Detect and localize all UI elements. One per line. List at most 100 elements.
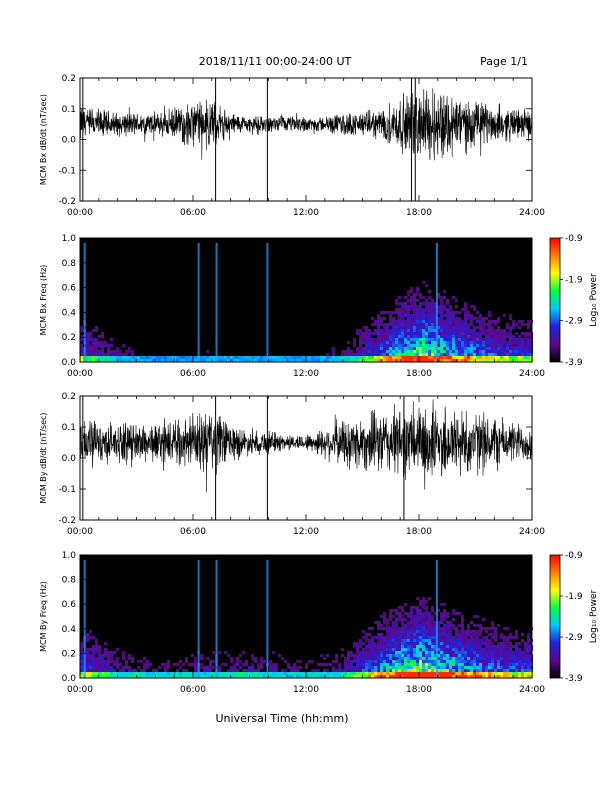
- spectrogram-cell: [506, 323, 509, 326]
- spectrogram-cell: [509, 654, 512, 657]
- spectrogram-cell: [230, 356, 233, 359]
- spectrogram-cell: [458, 639, 461, 642]
- spectrogram-cell: [173, 672, 176, 675]
- spectrogram-cell: [491, 672, 494, 675]
- spectrogram-cell: [482, 651, 485, 654]
- spectrogram-cell: [95, 642, 98, 645]
- spectrogram-cell: [272, 359, 275, 362]
- spectrogram-cell: [428, 308, 431, 311]
- spectrogram-cell: [461, 663, 464, 666]
- spectrogram-cell: [416, 293, 419, 296]
- spectrogram-cell: [470, 341, 473, 344]
- spectrogram-cell: [254, 669, 257, 672]
- spectrogram-cell: [98, 654, 101, 657]
- spectrogram-cell: [365, 660, 368, 663]
- spectrogram-cell: [407, 630, 410, 633]
- spectrogram-cell: [458, 317, 461, 320]
- spectrogram-cell: [101, 353, 104, 356]
- spectrogram-cell: [374, 672, 377, 675]
- spectrogram-cell: [431, 299, 434, 302]
- spectrogram-cell: [485, 359, 488, 362]
- spectrogram-cell: [98, 645, 101, 648]
- spectrogram-cell: [431, 639, 434, 642]
- spectrogram-cell: [467, 660, 470, 663]
- spectrogram-cell: [524, 338, 527, 341]
- spectrogram-cell: [170, 356, 173, 359]
- spectrogram-cell: [506, 627, 509, 630]
- spectrogram-cell: [473, 660, 476, 663]
- spectrogram-cell: [416, 657, 419, 660]
- spectrogram-cell: [464, 305, 467, 308]
- spectrogram-cell: [422, 308, 425, 311]
- spectrogram-cell: [143, 657, 146, 660]
- spectrogram-cell: [374, 660, 377, 663]
- spectrogram-cell: [416, 639, 419, 642]
- spectrogram-cell: [365, 335, 368, 338]
- spectrogram-cell: [194, 666, 197, 669]
- spectrogram-cell: [425, 335, 428, 338]
- colorbar-tick-label: -3.9: [565, 358, 583, 368]
- spectrogram-cell: [116, 657, 119, 660]
- spectrogram-cell: [407, 311, 410, 314]
- spectrogram-cell: [425, 672, 428, 675]
- spectrogram-cell: [386, 669, 389, 672]
- spectrogram-cell: [356, 642, 359, 645]
- spectrogram-cell: [392, 615, 395, 618]
- spectrogram-cell: [374, 353, 377, 356]
- spectrogram-cell: [470, 314, 473, 317]
- spectrogram-cell: [287, 663, 290, 666]
- spectrogram-cell: [455, 636, 458, 639]
- spectrogram-cell: [428, 618, 431, 621]
- spectrogram-cell: [461, 627, 464, 630]
- spectrogram-cell: [80, 326, 83, 329]
- spectrogram-cell: [110, 356, 113, 359]
- spectrogram-cell: [509, 660, 512, 663]
- spectrogram-cell: [407, 329, 410, 332]
- spectrogram-cell: [383, 618, 386, 621]
- spectrogram-cell: [389, 675, 392, 678]
- spectrogram-cell: [155, 356, 158, 359]
- spectrogram-cell: [443, 335, 446, 338]
- spectrogram-cell: [434, 347, 437, 350]
- spectrogram-cell: [185, 675, 188, 678]
- x-tick-label: 00:00: [67, 685, 93, 695]
- spectrogram-cell: [131, 657, 134, 660]
- spectrogram-cell: [431, 356, 434, 359]
- spectrogram-cell: [524, 359, 527, 362]
- spectrogram-cell: [104, 648, 107, 651]
- spectrogram-cell: [515, 353, 518, 356]
- spectrogram-cell: [401, 311, 404, 314]
- spectrogram-cell: [461, 356, 464, 359]
- spectrogram-cell: [410, 332, 413, 335]
- spectrogram-cell: [161, 675, 164, 678]
- spectrogram-cell: [272, 356, 275, 359]
- spectrogram-cell: [344, 657, 347, 660]
- spectrogram-cell: [104, 654, 107, 657]
- spectrogram-cell: [341, 675, 344, 678]
- spectrogram-cell: [110, 669, 113, 672]
- spectrogram-cell: [428, 624, 431, 627]
- spectrogram-cell: [431, 609, 434, 612]
- spectrogram-cell: [224, 651, 227, 654]
- spectrogram-cell: [86, 654, 89, 657]
- colorbar: [549, 237, 561, 363]
- spectrogram-cell: [443, 603, 446, 606]
- spectrogram-cell: [443, 338, 446, 341]
- spectrogram-cell: [407, 314, 410, 317]
- spectrogram-cell: [227, 669, 230, 672]
- spectrogram-cell: [455, 320, 458, 323]
- spectrogram-cell: [431, 311, 434, 314]
- spectrogram-cell: [434, 332, 437, 335]
- spectrogram-cell: [398, 347, 401, 350]
- spectrogram-cell: [443, 320, 446, 323]
- spectrogram-cell: [410, 660, 413, 663]
- spectrogram-cell: [218, 356, 221, 359]
- spectrogram-cell: [188, 675, 191, 678]
- spectrogram-cell: [425, 639, 428, 642]
- spectrogram-cell: [392, 660, 395, 663]
- spectrogram-cell: [401, 323, 404, 326]
- spectrogram-cell: [482, 642, 485, 645]
- spectrogram-cell: [377, 645, 380, 648]
- spectrogram-cell: [467, 657, 470, 660]
- spectrogram-cell: [269, 356, 272, 359]
